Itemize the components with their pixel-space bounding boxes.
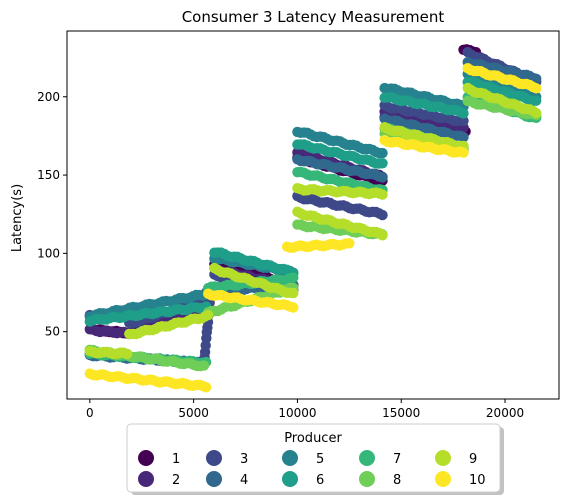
y-tick-label: 100 — [37, 246, 60, 260]
series-3-point — [458, 115, 469, 127]
legend-marker-5 — [282, 450, 298, 466]
series-5-point — [377, 147, 388, 159]
x-tick-label: 0 — [86, 406, 94, 420]
y-tick-label: 200 — [37, 90, 60, 104]
legend-marker-8 — [359, 471, 375, 487]
legend-marker-4 — [206, 471, 222, 487]
legend-label-2: 2 — [172, 473, 180, 488]
series-10-point — [288, 302, 299, 313]
y-axis-ticks: 50 100 150 200 — [37, 90, 67, 339]
legend-entries: 1 2 3 4 5 6 7 8 9 10 — [138, 450, 486, 488]
series-7-point — [288, 272, 299, 283]
legend-label-10: 10 — [469, 473, 486, 488]
series-10-point — [200, 382, 212, 393]
series-10-point — [458, 147, 469, 158]
legend-marker-6 — [282, 471, 298, 487]
series-9-point — [203, 309, 214, 321]
x-tick-label: 5000 — [178, 406, 209, 420]
chart-title: Consumer 3 Latency Measurement — [182, 8, 445, 26]
series-6-point — [377, 158, 388, 169]
legend-label-5: 5 — [316, 452, 324, 467]
legend-marker-2 — [138, 471, 154, 487]
series-8-point — [198, 360, 210, 371]
series-6-point — [458, 108, 469, 119]
series-6-point — [531, 95, 542, 106]
series-3-point — [377, 209, 388, 221]
legend-label-8: 8 — [393, 473, 401, 488]
legend-label-7: 7 — [393, 452, 401, 467]
x-axis-ticks: 0 5000 10000 15000 20000 — [86, 399, 524, 420]
x-tick-label: 10000 — [278, 406, 316, 420]
legend-marker-9 — [435, 450, 451, 466]
series-4-point — [531, 73, 542, 85]
legend-label-1: 1 — [172, 452, 180, 467]
series-10-point — [531, 83, 542, 94]
legend-label-4: 4 — [240, 473, 248, 488]
series-9-point — [377, 189, 388, 200]
y-tick-label: 150 — [37, 168, 60, 182]
x-tick-label: 20000 — [486, 406, 524, 420]
series-9-point — [531, 107, 542, 119]
series-9-point — [288, 287, 299, 299]
x-tick-label: 15000 — [382, 406, 420, 420]
series-4-point — [377, 172, 388, 183]
series-4-point — [458, 132, 469, 143]
legend-title: Producer — [284, 431, 342, 446]
legend-label-9: 9 — [469, 452, 477, 467]
legend-marker-7 — [359, 450, 375, 466]
legend-marker-10 — [435, 471, 451, 487]
plot-frame — [66, 30, 560, 400]
legend-label-3: 3 — [240, 452, 248, 467]
legend-marker-1 — [138, 450, 154, 466]
y-axis-label: Latency(s) — [10, 184, 25, 252]
y-tick-label: 50 — [45, 325, 60, 339]
series-10-point — [344, 238, 355, 249]
legend: Producer 1 2 3 4 5 6 7 8 9 10 — [126, 423, 504, 495]
series-9-point — [122, 348, 133, 360]
series-9-point — [377, 230, 388, 241]
legend-marker-3 — [206, 450, 222, 466]
legend-label-6: 6 — [316, 473, 324, 488]
plot-area — [84, 44, 542, 393]
